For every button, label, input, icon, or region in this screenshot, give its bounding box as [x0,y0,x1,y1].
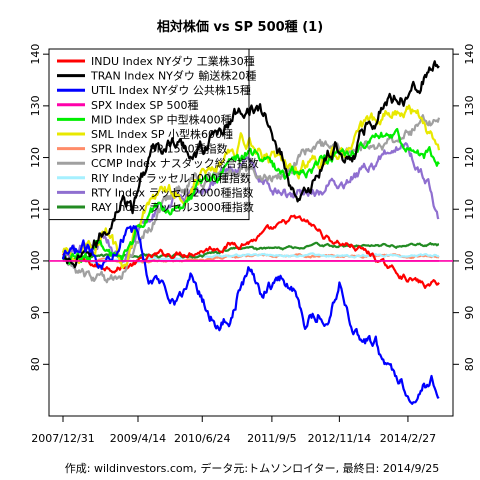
legend-label: MID Index SP 中型株400種 [91,112,232,126]
y-tick-label-left: 120 [29,147,42,168]
y-tick-label-right: 110 [463,199,476,220]
chart-title: 相対株価 vs SP 500種 (1) [157,19,323,35]
legend-label: SML Index SP 小型株600種 [91,127,233,141]
legend-label: RTY Index ラッセル2000種指数 [91,185,254,199]
x-tick-label: 2012/11/14 [308,432,371,445]
y-tick-label-right: 100 [463,250,476,271]
y-tick-label-left: 140 [29,44,42,65]
legend-label: RAY Index ラッセル3000種指数 [91,200,254,214]
y-tick-label-left: 80 [29,357,42,371]
y-tick-label-right: 140 [463,44,476,65]
legend-label: INDU Index NYダウ 工業株30種 [91,54,255,68]
x-tick-label: 2009/4/14 [110,432,166,445]
y-tick-label-right: 130 [463,95,476,116]
legend-label: UTIL Index NYダウ 公共株15種 [91,83,251,97]
series-line-7 [62,114,441,284]
y-tick-label-right: 80 [463,357,476,371]
y-tick-label-left: 130 [29,95,42,116]
legend-label: RIY Index ラッセル1000種指数 [91,171,251,185]
legend-box [48,48,250,221]
x-axis: 2007/12/31 2009/4/14 2010/6/24 2011/9/5 2012… [31,416,436,445]
series-line-2 [61,225,440,405]
y-tick-label-left: 100 [29,250,42,271]
y-tick-label-left: 90 [29,306,42,320]
x-tick-label: 2014/2/27 [380,432,436,445]
series-line-4 [61,127,440,265]
legend-label: SPX Index SP 500種 [91,98,199,112]
x-tick-label: 2011/9/5 [247,432,296,445]
y-axis-right: 80 90 100 110 120 130 140 [453,44,476,371]
legend-label: TRAN Index NYダウ 輸送株20種 [90,69,256,83]
y-tick-label-right: 120 [463,147,476,168]
chart-footer: 作成: wildinvestors.com, データ元:トムソンロイター, 最終… [65,461,439,475]
y-axis-left: 80 90 100 110 120 130 140 [29,44,49,371]
y-tick-label-left: 110 [29,199,42,220]
y-tick-label-right: 90 [463,306,476,320]
series-line-1 [61,60,440,269]
x-tick-label: 2010/6/24 [174,432,230,445]
legend-label: SPR Index SP 1500種指数 [91,142,228,156]
x-tick-label: 2007/12/31 [31,432,94,445]
series-line-9 [61,142,440,264]
plot-frame [48,48,454,417]
legend-label: CCMP Index ナスダック総合指数 [91,156,259,170]
